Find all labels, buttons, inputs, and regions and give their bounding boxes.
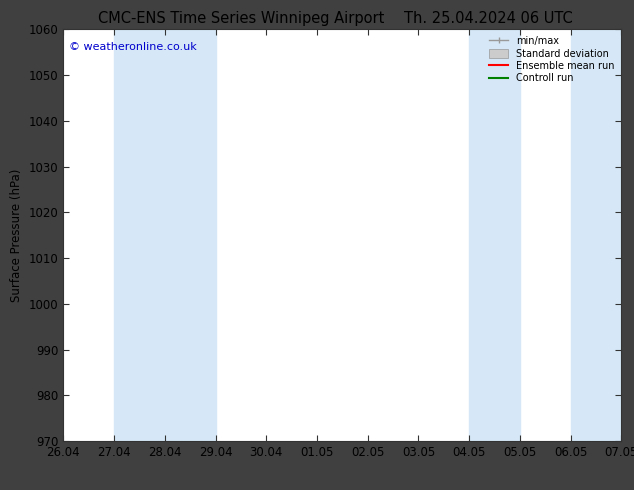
Y-axis label: Surface Pressure (hPa): Surface Pressure (hPa) <box>10 169 23 302</box>
Bar <box>571 29 621 441</box>
Bar <box>165 29 216 441</box>
Text: © weatheronline.co.uk: © weatheronline.co.uk <box>69 42 197 52</box>
Bar <box>469 29 520 441</box>
Bar <box>114 29 165 441</box>
Legend: min/max, Standard deviation, Ensemble mean run, Controll run: min/max, Standard deviation, Ensemble me… <box>487 34 616 85</box>
Text: CMC-ENS Time Series Winnipeg Airport: CMC-ENS Time Series Winnipeg Airport <box>98 11 384 26</box>
Text: Th. 25.04.2024 06 UTC: Th. 25.04.2024 06 UTC <box>404 11 573 26</box>
